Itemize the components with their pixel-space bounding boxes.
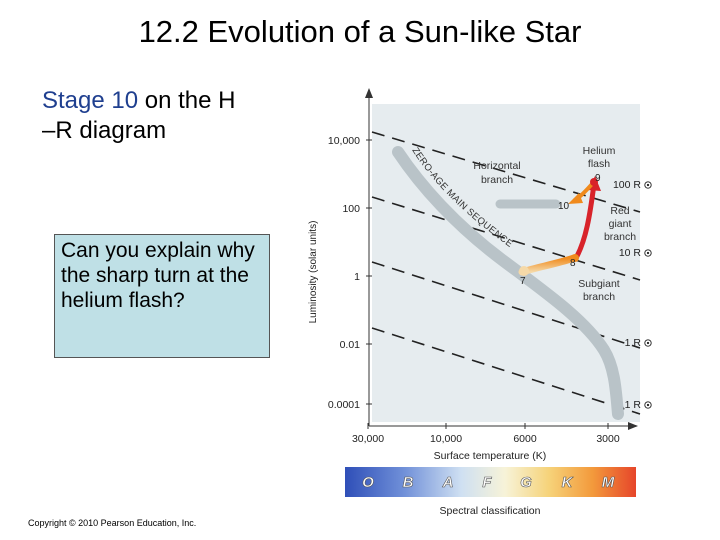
subtitle-highlight: Stage 10 [42, 87, 139, 114]
solar-symbols [644, 181, 652, 409]
stage-8-label: 8 [570, 258, 576, 269]
lum-tick-2: 100 [342, 203, 360, 215]
horizontal-branch-label-2: branch [481, 174, 513, 186]
red-giant-label-3: branch [604, 231, 636, 243]
stage-9-marker [590, 178, 598, 186]
red-giant-track [573, 181, 597, 261]
subtitle-line2: –R diagram [42, 117, 167, 144]
spectral-class-g: G [520, 474, 532, 491]
stage-7-label: 7 [520, 276, 526, 287]
subgiant-label-2: branch [583, 291, 615, 303]
question-box: Can you explain why the sharp turn at th… [54, 234, 270, 358]
temp-tick-1: 30,000 [352, 433, 384, 445]
spectral-class-m: M [602, 474, 615, 491]
temp-tick-4: 3000 [596, 433, 620, 445]
subgiant-label-1: Subgiant [578, 278, 620, 290]
radius-label-10: 10 R [619, 247, 642, 259]
stage-8-marker [571, 254, 579, 262]
x-axis-label: Surface temperature (K) [434, 450, 547, 462]
stage-7-marker [519, 266, 529, 276]
spectral-class-a: A [442, 474, 454, 491]
main-sequence-band [392, 146, 624, 420]
lum-tick-3: 1 [354, 271, 360, 283]
y-axis-arrow [365, 88, 373, 98]
horizontal-branch-label-1: Horizontal [473, 160, 520, 172]
subtitle-line1: on the H [138, 87, 236, 114]
slide-title: 12.2 Evolution of a Sun-like Star [138, 14, 582, 49]
spectral-class-k: K [562, 474, 574, 491]
lum-tick-4: 0.01 [340, 339, 361, 351]
stage-9-label: 9 [595, 173, 601, 184]
lum-tick-1: 10,000 [328, 135, 360, 147]
red-giant-label-1: Red [610, 205, 629, 217]
radius-label-1: 1 R [625, 337, 642, 349]
helium-flash-arrow [568, 193, 583, 204]
x-axis-arrow [628, 422, 638, 430]
spectral-class-f: F [482, 474, 492, 491]
spectral-bar [345, 467, 636, 497]
spectral-letters: O B A F G K M [362, 474, 615, 492]
y-axis-label: Luminosity (solar units) [308, 221, 319, 324]
hr-diagram: 10,000 100 1 0.01 0.0001 Luminosity (sol… [308, 88, 652, 517]
temp-tick-3: 6000 [513, 433, 537, 445]
lum-tick-5: 0.0001 [328, 399, 360, 411]
stage-10-label: 10 [558, 201, 570, 212]
spectral-label: Spectral classification [440, 505, 541, 517]
helium-flash-label-2: flash [588, 158, 610, 170]
helium-flash-label-1: Helium [583, 145, 616, 157]
spectral-class-b: B [403, 474, 414, 491]
red-giant-label-2: giant [609, 218, 632, 230]
slide-subtitle: Stage 10 on the H –R diagram [42, 86, 292, 146]
radius-label-100: 100 R [613, 179, 641, 191]
y-ticks [366, 139, 372, 405]
x-ticks [367, 423, 609, 429]
spectral-class-o: O [362, 474, 374, 491]
temp-tick-2: 10,000 [430, 433, 462, 445]
copyright-notice: Copyright © 2010 Pearson Education, Inc. [28, 518, 197, 528]
